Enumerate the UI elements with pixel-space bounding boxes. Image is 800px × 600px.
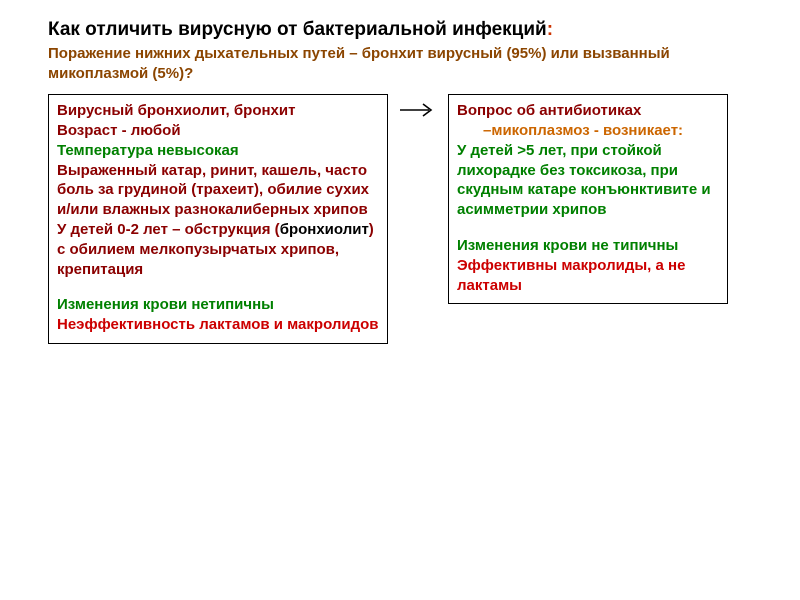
left-ineffective: Неэффективность лактамов и макролидов: [57, 315, 379, 335]
right-heading: Вопрос об антибиотиках: [457, 101, 719, 121]
title-colon: :: [547, 19, 553, 40]
title-text: Как отличить вирусную от бактериальной и…: [48, 19, 547, 40]
left-age: Возраст - любой: [57, 121, 379, 141]
right-children: У детей >5 лет, при стойкой лихорадке бе…: [457, 141, 719, 220]
page-title: Как отличить вирусную от бактериальной и…: [48, 18, 750, 42]
page-subtitle: Поражение нижних дыхательных путей – бро…: [48, 44, 750, 85]
left-heading: Вирусный бронхиолит, бронхит: [57, 101, 379, 121]
content-row: Вирусный бронхиолит, бронхит Возраст - л…: [48, 94, 750, 344]
spacer: [57, 279, 379, 295]
obstruction-pre: У детей 0-2 лет – обструкция (: [57, 221, 280, 238]
left-obstruction: У детей 0-2 лет – обструкция (бронхиолит…: [57, 220, 379, 279]
spacer: [457, 220, 719, 236]
left-symptoms: Выраженный катар, ринит, кашель, часто б…: [57, 161, 379, 220]
left-temperature: Температура невысокая: [57, 141, 379, 161]
right-effective: Эффективны макролиды, а не лактамы: [457, 256, 719, 296]
right-blood: Изменения крови не типичны: [457, 236, 719, 256]
left-blood: Изменения крови нетипичны: [57, 295, 379, 315]
bronchiolitis-word: бронхиолит: [280, 221, 369, 238]
right-mycoplasma: –микоплазмоз - возникает:: [483, 121, 719, 141]
arrow-right-icon: [399, 102, 437, 118]
right-box: Вопрос об антибиотиках –микоплазмоз - во…: [448, 94, 728, 304]
arrow-column: [398, 94, 438, 118]
header-block: Как отличить вирусную от бактериальной и…: [48, 18, 750, 84]
left-box: Вирусный бронхиолит, бронхит Возраст - л…: [48, 94, 388, 344]
